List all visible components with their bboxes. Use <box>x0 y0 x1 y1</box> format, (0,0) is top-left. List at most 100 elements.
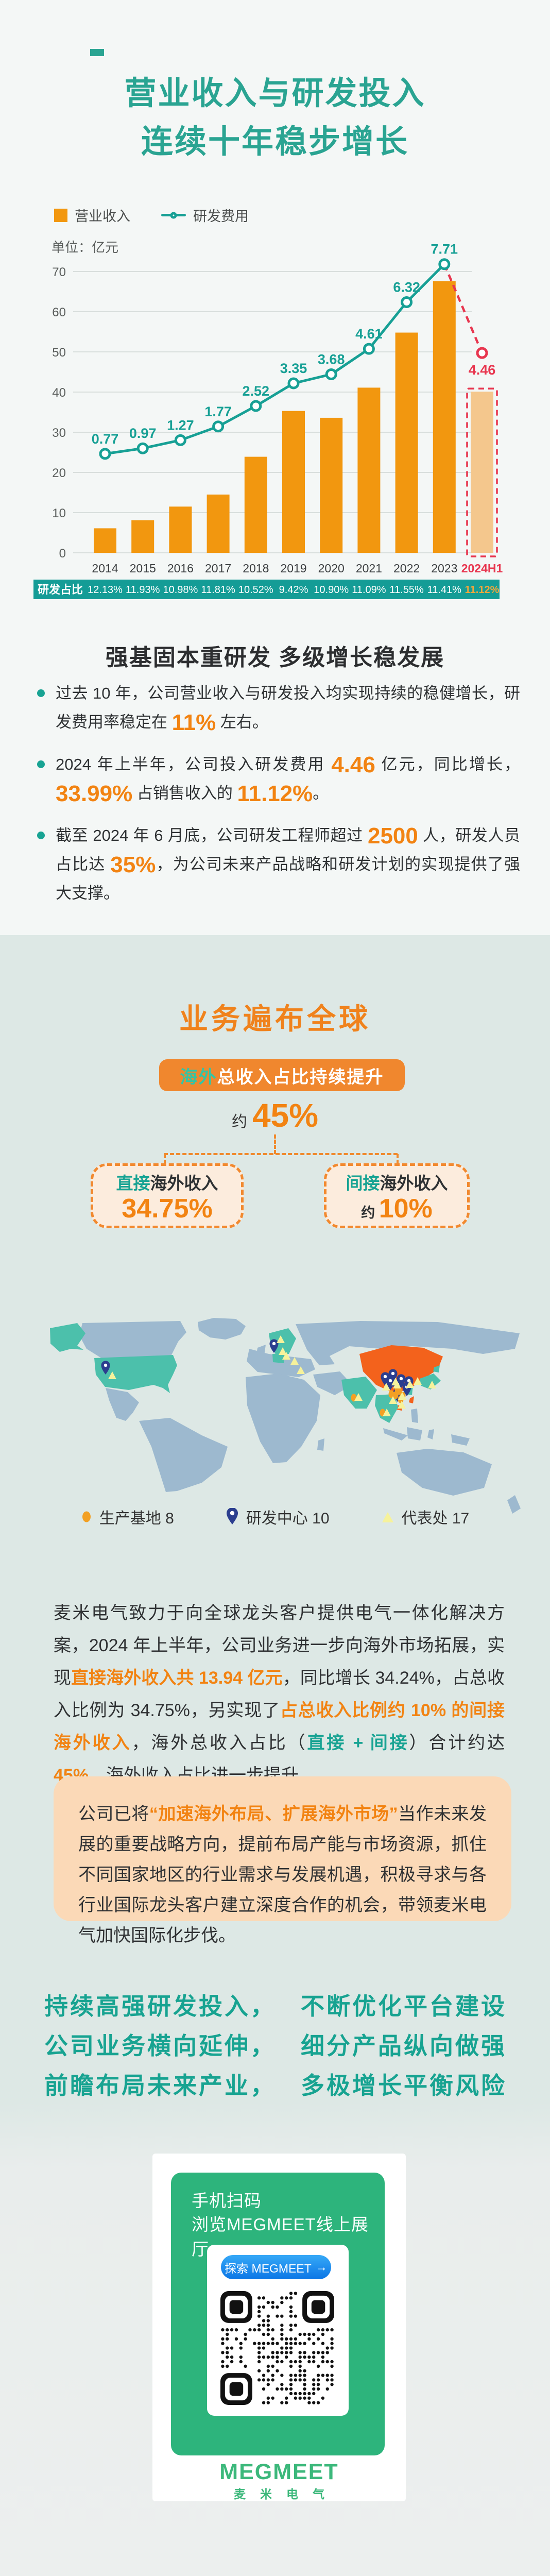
representative-office-triangle-icon <box>297 1366 305 1374</box>
representative-office-triangle-icon <box>290 1357 299 1365</box>
alaska <box>50 1323 85 1352</box>
x-tick-2020: 2020 <box>318 562 345 575</box>
slogan-line: 细分产品纵向做强 <box>301 2032 507 2059</box>
y-tick-label: 70 <box>52 265 66 279</box>
indirect-overseas-box: 间接海外收入 约 10% <box>324 1163 470 1228</box>
south-america <box>139 1418 228 1492</box>
qr-code-svg <box>220 2291 334 2405</box>
legend-label: 代表处 17 <box>401 1510 470 1527</box>
representative-office-triangle-icon <box>282 1352 290 1360</box>
x-tick-2017: 2017 <box>205 562 231 575</box>
russia-central-asia <box>296 1321 520 1365</box>
middle-east <box>313 1371 352 1395</box>
bar-2015 <box>131 520 154 553</box>
representative-office-triangle-icon <box>108 1371 116 1379</box>
production-base-ellipse-icon <box>388 1390 394 1398</box>
y-tick-label: 60 <box>52 306 66 319</box>
germany <box>272 1353 285 1363</box>
australia <box>397 1449 492 1496</box>
borneo <box>407 1427 422 1440</box>
overseas-badge: 海外 总收入占比持续提升 <box>159 1059 405 1091</box>
slogan-column-right: 不断优化平台建设 细分产品纵向做强 多极增长平衡风险 <box>301 1987 507 2106</box>
slogan-line: 不断优化平台建设 <box>301 1993 507 2020</box>
legend-item-rd: 研发费用 <box>161 205 249 225</box>
direct-value: 34.75% <box>122 1194 213 1224</box>
rd-point-label: 3.35 <box>280 361 307 376</box>
rd-point-label: 1.77 <box>204 404 232 419</box>
global-section-title: 业务遍布全球 <box>179 1003 371 1035</box>
representative-office-triangle-icon <box>279 1347 287 1355</box>
bullet-item: 截至 2024 年 6 月底，公司研发工程师超过 2500 人，研发人员占比达 … <box>36 821 520 908</box>
new-guinea <box>451 1434 470 1446</box>
indirect-prefix: 约 <box>361 1205 379 1221</box>
bullet-dot-icon <box>37 760 45 768</box>
section-top-bg <box>0 0 550 935</box>
rd-point-2020 <box>325 368 337 380</box>
ratio-value-2016: 10.98% <box>163 584 198 596</box>
rd-point-2022 <box>401 296 413 308</box>
bullet-item: 过去 10 年，公司营业收入与研发投入均实现持续的稳健增长，研发费用率稳定在 1… <box>36 679 520 737</box>
slogan-line: 公司业务横向延伸， <box>44 2032 276 2059</box>
overseas-total: 约 45% <box>0 1096 550 1134</box>
explore-megmeet-button[interactable]: 探索 MEGMEET → <box>221 2255 331 2279</box>
usa <box>94 1355 177 1393</box>
bar-2024H1 <box>471 392 493 553</box>
bar-2014 <box>94 528 116 553</box>
chart-svg: 70 60 50 40 30 20 10 0 0.77 0.97 1.27 1.77 2.52 3.35 3… <box>33 242 503 599</box>
rd-point-label: 0.97 <box>129 426 157 441</box>
sumatra-java <box>383 1428 408 1440</box>
y-tick-label: 20 <box>52 466 66 480</box>
china <box>359 1345 443 1393</box>
x-tick-2023: 2023 <box>431 562 457 575</box>
total-value: 45% <box>252 1097 319 1134</box>
qr-card: 手机扫码 浏览MEGMEET线上展厅 探索 MEGMEET → <box>171 2173 385 2455</box>
last-bar-dashed-frame <box>466 387 498 557</box>
taiwan <box>409 1396 414 1403</box>
legend-item-revenue: 营业收入 <box>54 205 130 225</box>
representative-office-triangle-icon <box>382 1383 390 1391</box>
strategy-box: 公司已将“加速海外布局、扩展海外市场”当作未来发展的重要战略方向，提前布局产能与… <box>54 1776 511 1945</box>
ratio-table-label: 研发占比 <box>38 583 83 596</box>
ratio-value-2024H1: 11.12% <box>465 584 500 596</box>
total-prefix: 约 <box>231 1113 247 1130</box>
x-tick-2015: 2015 <box>130 562 156 575</box>
bullet-dot-icon <box>37 832 45 839</box>
ratio-value-2021: 11.09% <box>352 584 386 596</box>
ratio-value-2023: 11.41% <box>427 584 462 596</box>
badge-rest: 总收入占比持续提升 <box>217 1067 384 1087</box>
rd-point-2018 <box>250 400 262 412</box>
megmeet-logo: MEGMEET <box>219 2460 339 2484</box>
bar-2017 <box>207 494 230 553</box>
rd-point-label: 7.71 <box>431 242 458 257</box>
revenue-swatch-icon <box>54 208 67 222</box>
legend-label: 生产基地 8 <box>99 1510 174 1527</box>
europe <box>247 1349 315 1377</box>
connector-line <box>164 1154 166 1164</box>
research-center-pin-icon <box>226 1508 238 1524</box>
rd-point-2017 <box>212 420 225 433</box>
rd-point-2016 <box>174 434 186 446</box>
ratio-table-band <box>33 580 500 599</box>
legend-rep-office: 代表处 17 <box>381 1505 470 1528</box>
ratio-value-2018: 10.52% <box>238 584 273 596</box>
megmeet-logo-chinese: 麦米电气 <box>234 2487 339 2501</box>
slogan-line: 前瞻布局未来产业， <box>44 2072 276 2099</box>
ratio-value-2017: 11.81% <box>201 584 235 596</box>
badge-highlight: 海外 <box>180 1067 217 1087</box>
slogan-line: 持续高强研发投入， <box>44 1993 276 2020</box>
y-tick-label: 0 <box>59 547 66 561</box>
x-tick-2016: 2016 <box>167 562 194 575</box>
legend-rd-label: 研发费用 <box>193 209 249 224</box>
mexico <box>106 1388 139 1421</box>
ratio-value-2020: 10.90% <box>314 584 349 596</box>
accent-square-icon <box>90 49 104 56</box>
legend-label: 研发中心 10 <box>246 1510 330 1527</box>
indirect-label-hl: 间接 <box>346 1174 380 1193</box>
bullet-dot-icon <box>37 689 45 697</box>
rd-point-2014 <box>99 448 111 460</box>
qr-card-line1: 手机扫码 <box>192 2191 262 2210</box>
direct-label: 海外收入 <box>150 1174 218 1193</box>
map-legend: 生产基地 8 研发中心 10 代表处 17 <box>0 1505 550 1528</box>
bullet-item: 2024 年上半年，公司投入研发费用 4.46 亿元，同比增长，33.99% 占… <box>36 750 520 808</box>
